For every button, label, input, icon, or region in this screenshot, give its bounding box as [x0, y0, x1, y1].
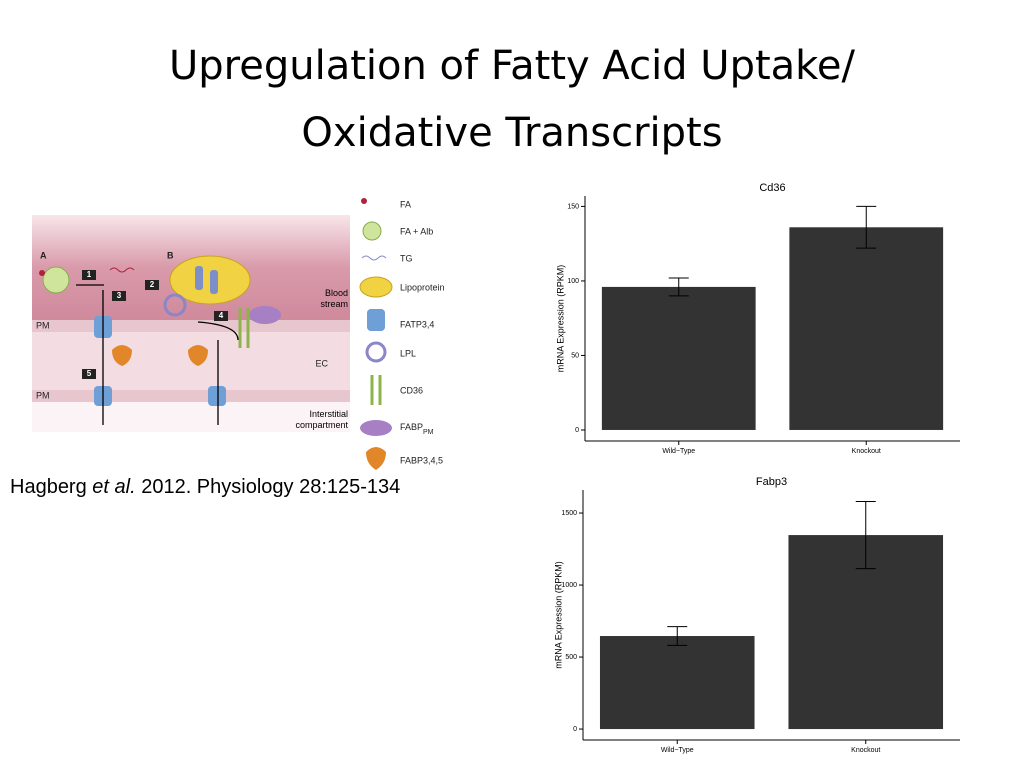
region-label: PM [36, 390, 50, 400]
legend-icon [361, 255, 387, 261]
lpl-icon [163, 293, 187, 317]
legend-icon [370, 375, 382, 405]
x-tick-label: Knockout [852, 448, 881, 455]
y-tick-label: 150 [567, 203, 579, 210]
citation-etal: et al. [92, 476, 135, 498]
error-bar [856, 205, 877, 249]
legend-label: TG [400, 253, 413, 263]
x-tick-label: Knockout [851, 747, 880, 754]
y-tick-label: 1000 [561, 582, 577, 589]
step-box [82, 270, 96, 280]
panel-label: B [167, 250, 174, 260]
fa-icon [39, 270, 45, 276]
legend-icon [367, 309, 385, 331]
y-tick-label: 0 [573, 726, 577, 733]
legend-icon [360, 420, 392, 436]
slide-title: Upregulation of Fatty Acid Uptake/ [169, 43, 856, 89]
y-tick-label: 1500 [561, 510, 577, 517]
step-label: 1 [87, 270, 92, 279]
ec-region [32, 332, 350, 390]
legend-label: FATP3,4 [400, 319, 434, 329]
bar-chart: Cd36 mRNA Expression (RPKM) 0 50 100 150 Wild−… [555, 182, 960, 455]
legend-label: FABP3,4,5 [400, 455, 443, 465]
legend-icon [361, 198, 367, 204]
y-axis-label: mRNA Expression (RPKM) [553, 561, 563, 669]
step-box [214, 311, 228, 321]
bar [599, 636, 755, 730]
legend-icon [359, 276, 393, 298]
arrow [76, 284, 239, 425]
fatp-icon [208, 386, 226, 406]
legend-label: FABP [400, 422, 423, 432]
fabp-icon [112, 345, 132, 366]
interstitial-region [32, 402, 350, 432]
citation-authors: Hagberg [10, 476, 87, 498]
y-tick-label: 500 [565, 654, 577, 661]
bar [789, 227, 944, 430]
legend-icon [366, 447, 386, 470]
step-label: 4 [219, 311, 224, 320]
step-box [112, 291, 126, 301]
fabp-pm-icon [249, 306, 281, 324]
region-label: EC [315, 358, 328, 368]
y-tick-label: 50 [571, 352, 579, 359]
legend-label: FABPPM [400, 422, 434, 435]
legend-icon [365, 341, 387, 363]
chart-title: Cd36 [759, 182, 785, 194]
citation: Hagberg et al. 2012. Physiology 28:125-1… [10, 476, 400, 498]
region-label: Interstitial compartment [295, 409, 348, 430]
tg-icon [195, 266, 203, 290]
fabp-icon [188, 345, 208, 366]
step-label: 5 [87, 369, 92, 378]
y-tick-label: 100 [567, 278, 579, 285]
panel-label: A [40, 250, 47, 260]
legend-icon [362, 221, 382, 241]
bar-chart: Fabp3 mRNA Expression (RPKM) 0 500 1000 1500 W… [553, 476, 960, 754]
legend-subscript: PM [423, 429, 434, 436]
region-label: Blood stream [320, 288, 348, 309]
legend-label: CD36 [400, 385, 423, 395]
step-box [82, 369, 96, 379]
legend-label: FA + Alb [400, 226, 433, 236]
region-label: Blood stream [320, 288, 348, 309]
chart-title: Fabp3 [756, 476, 787, 488]
legend-label: Lipoprotein [400, 282, 445, 292]
step-label: 3 [117, 291, 122, 300]
legend-label: LPL [400, 348, 416, 358]
fa-icon [109, 267, 135, 273]
albumin-icon [42, 266, 70, 294]
step-label: 2 [150, 280, 155, 289]
diagram: A B 1 2 3 4 5 PM PM Blood stream EC Inte… [32, 198, 445, 470]
step-box [145, 280, 159, 290]
error-bar [668, 277, 689, 297]
citation-source: 2012. Physiology 28:125-134 [141, 476, 400, 498]
membrane [32, 390, 350, 402]
y-axis-label: mRNA Expression (RPKM) [555, 265, 565, 373]
bar [601, 286, 756, 430]
region-label: PM [36, 320, 50, 330]
tg-icon [210, 270, 218, 294]
error-bar [855, 501, 876, 570]
cd36-icon [238, 308, 250, 348]
region-label: Interstitial compartment [295, 409, 348, 430]
slide-title: Oxidative Transcripts [301, 110, 722, 156]
membrane [32, 320, 350, 332]
error-bar [667, 626, 688, 646]
x-tick-label: Wild−Type [661, 747, 694, 754]
x-tick-label: Wild−Type [662, 448, 695, 455]
y-tick-label: 0 [575, 427, 579, 434]
legend-label: FA [400, 199, 411, 209]
